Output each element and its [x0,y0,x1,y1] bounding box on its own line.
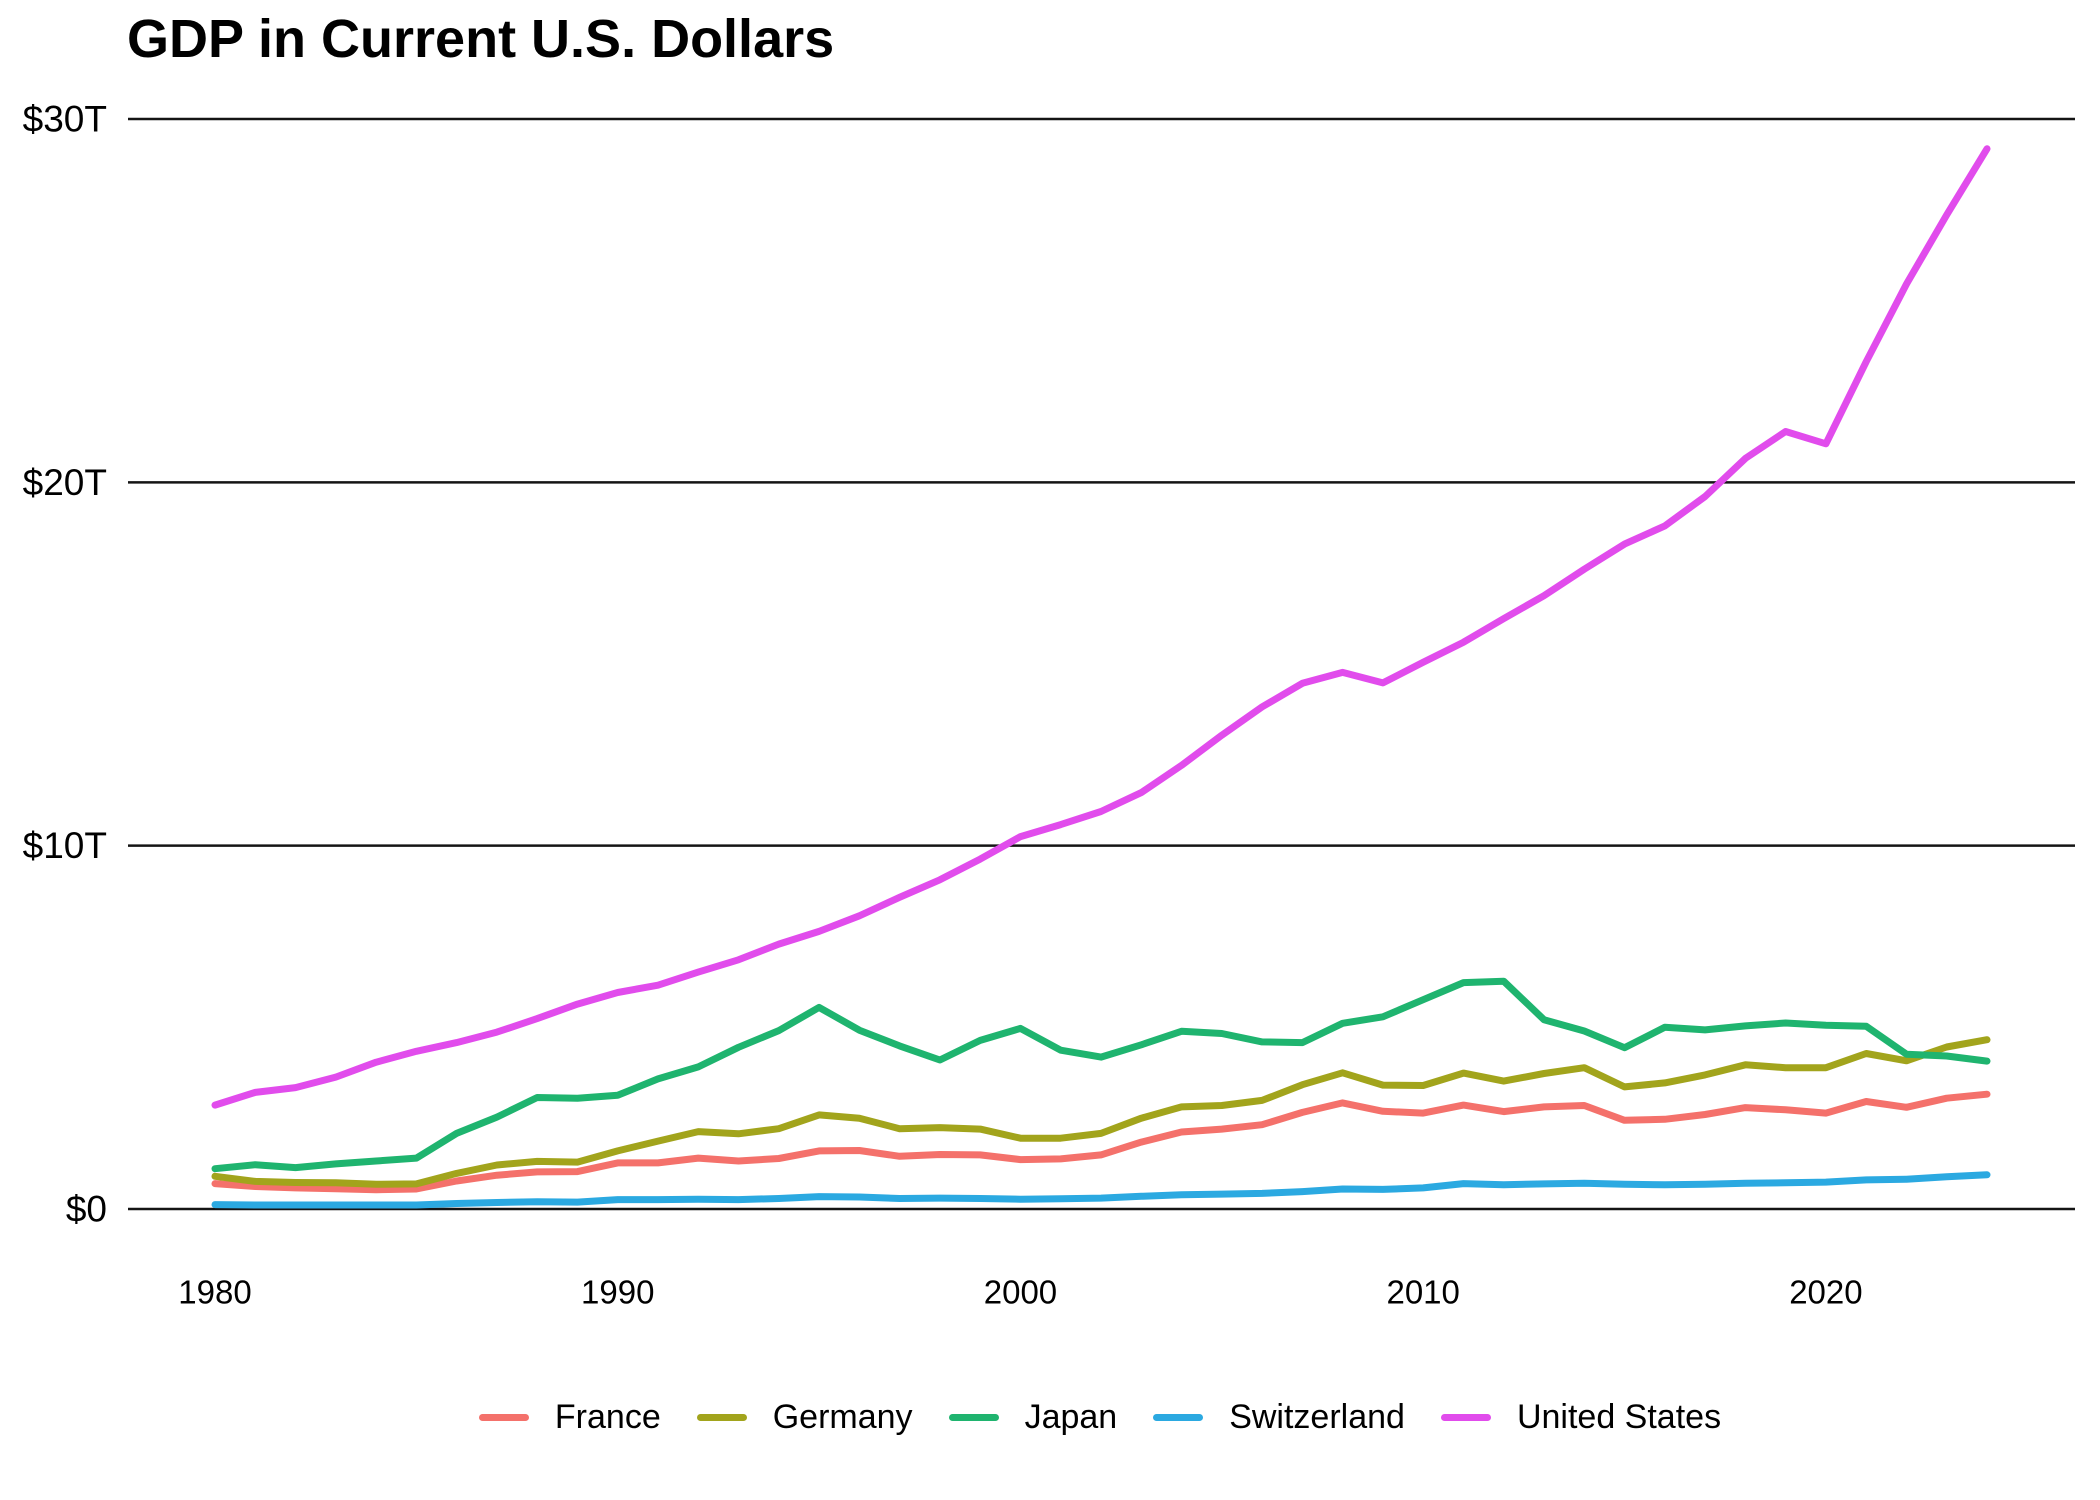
legend-swatch-germany [696,1413,747,1421]
chart-title: GDP in Current U.S. Dollars [127,9,835,69]
legend-item-switzerland: Switzerland [1153,1400,1405,1434]
x-tick-label-2020: 2020 [1789,1274,1862,1311]
line-france [211,1090,1991,1194]
legend-swatch-france [478,1413,529,1421]
y-tick-label-0: $0 [66,1189,107,1230]
legend-swatch-japan [948,1413,999,1421]
line-japan [211,977,1991,1173]
legend-label-france: France [554,1398,661,1436]
legend-item-japan: Japan [948,1398,1118,1436]
legend-label-united-states: United States [1516,1398,1722,1436]
y-tick-label-30: $30T [23,99,107,140]
legend: France Germany Japan Switzerland United … [0,1392,2100,1442]
line-united-states [211,145,1991,1109]
legend-item-germany: Germany [696,1398,913,1436]
x-tick-label-2000: 2000 [984,1274,1057,1311]
legend-label-japan: Japan [1024,1398,1118,1436]
legend-label-germany: Germany [772,1398,913,1436]
legend-label-switzerland: Switzerland [1229,1398,1405,1436]
y-tick-label-20: $20T [23,462,107,503]
line-germany [211,1036,1991,1188]
legend-item-united-states: United States [1440,1398,1722,1436]
legend-swatch-united-states [1440,1413,1491,1421]
legend-swatch-switzerland [1153,1413,1204,1421]
line-switzerland [211,1171,1991,1209]
y-tick-label-10: $10T [23,825,107,866]
x-tick-label-1980: 1980 [178,1274,251,1311]
x-tick-label-1990: 1990 [581,1274,654,1311]
x-tick-label-2010: 2010 [1386,1274,1459,1311]
legend-item-france: France [478,1398,661,1436]
